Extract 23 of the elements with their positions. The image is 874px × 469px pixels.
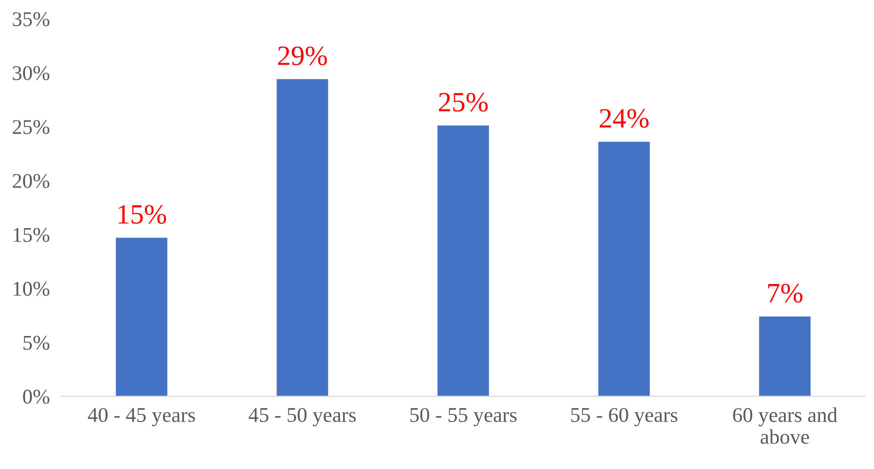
bar: [759, 316, 811, 396]
x-tick-label: 55 - 60 years: [571, 408, 678, 426]
bar: [276, 79, 328, 396]
bar: [437, 126, 489, 396]
bar: [116, 238, 168, 396]
data-label: 7%: [768, 284, 802, 303]
y-tick-label: 35%: [12, 12, 50, 26]
y-tick-label: 15%: [14, 228, 50, 242]
y-tick-label: 10%: [14, 282, 50, 296]
x-tick-label: 45 - 50 years: [248, 408, 356, 426]
y-tick-label: 30%: [12, 66, 50, 80]
data-label: 25%: [438, 92, 488, 112]
x-tick-label: 60 years and above: [733, 407, 838, 444]
x-tick-label: 50 - 55 years: [410, 408, 517, 426]
data-label: 24%: [600, 109, 649, 128]
y-tick-label: 0%: [23, 390, 50, 404]
y-tick-label: 25%: [12, 120, 50, 134]
data-label: 29%: [278, 46, 327, 66]
x-tick-label: 40 - 45 years: [88, 408, 195, 426]
y-tick-label: 5%: [24, 336, 50, 350]
y-tick-label: 20%: [12, 174, 50, 188]
bar: [598, 142, 650, 396]
data-label: 15%: [118, 205, 166, 224]
